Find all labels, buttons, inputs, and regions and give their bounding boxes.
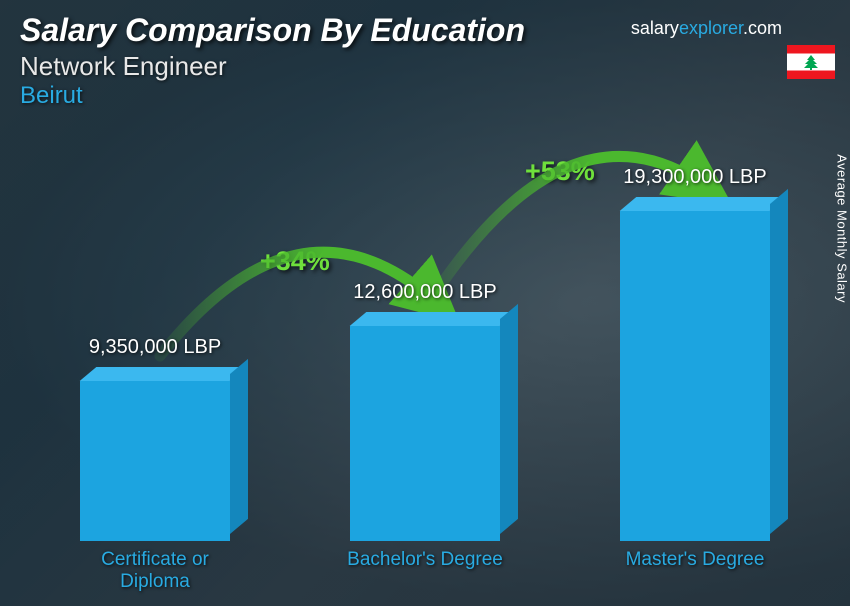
bar-group: 19,300,000 LBPMaster's Degree — [610, 211, 780, 541]
chart-location: Beirut — [20, 82, 525, 110]
bar-label: Certificate or Diploma — [75, 549, 235, 593]
bar-chart: +34%+53%9,350,000 LBPCertificate or Dipl… — [40, 141, 800, 591]
lebanon-flag-icon — [787, 45, 835, 79]
bar: 12,600,000 LBP — [350, 326, 500, 541]
brand-part-a: salary — [631, 18, 679, 38]
bar-top-face — [80, 367, 247, 381]
brand-part-c: .com — [743, 18, 782, 38]
bar-side-face — [770, 189, 788, 534]
bar-top-face — [620, 197, 787, 211]
header: Salary Comparison By Education Network E… — [20, 12, 525, 110]
chart-subtitle: Network Engineer — [20, 51, 525, 82]
bar-side-face — [500, 303, 518, 534]
bar-group: 12,600,000 LBPBachelor's Degree — [340, 326, 510, 541]
bar-label: Master's Degree — [615, 549, 775, 571]
bar-side-face — [230, 359, 248, 534]
bar-label: Bachelor's Degree — [345, 549, 505, 571]
brand-logo: salaryexplorer.com — [631, 18, 782, 39]
brand-part-b: explorer — [679, 18, 743, 38]
bar: 19,300,000 LBP — [620, 211, 770, 541]
bar-group: 9,350,000 LBPCertificate or Diploma — [70, 381, 240, 541]
bar-value: 12,600,000 LBP — [353, 281, 496, 304]
bar: 9,350,000 LBP — [80, 381, 230, 541]
bar-value: 19,300,000 LBP — [623, 166, 766, 189]
bar-value: 9,350,000 LBP — [89, 336, 221, 359]
chart-title: Salary Comparison By Education — [20, 12, 525, 49]
y-axis-label: Average Monthly Salary — [835, 154, 850, 303]
bar-top-face — [350, 312, 517, 326]
